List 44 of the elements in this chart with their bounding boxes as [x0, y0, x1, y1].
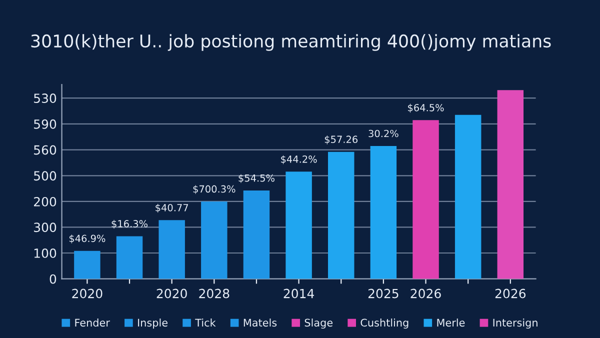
annotation: $64.5%	[408, 104, 444, 113]
bar	[412, 120, 439, 279]
x-tick-label: 2020	[72, 288, 102, 298]
text: 560	[34, 145, 56, 155]
x-tick-label: 2026	[495, 288, 526, 298]
x-tick-label: 2028	[199, 288, 230, 298]
text: 500	[34, 171, 56, 181]
bar	[370, 146, 397, 279]
x-tick-label: 2025	[368, 288, 398, 298]
x-tick-label: 2020	[156, 288, 187, 298]
text: 530	[34, 94, 56, 104]
legend-label: Matels	[244, 318, 277, 327]
bar	[158, 220, 185, 279]
x-tick-label: 2014	[284, 288, 314, 298]
bar	[116, 236, 143, 279]
text: 590	[34, 119, 56, 129]
annotation: $16.3%	[112, 220, 148, 229]
text: 300	[34, 222, 56, 232]
annotation: $57.26	[324, 136, 358, 144]
text: 0	[50, 274, 56, 284]
annotation: $40.77	[156, 204, 188, 213]
legend-label: Insple	[138, 318, 168, 329]
bar	[286, 172, 312, 279]
annotation: $44.2%	[281, 155, 317, 164]
annotation: $700.3%	[193, 185, 236, 194]
chart-title: 3010(k)ther U.. job postiong meamtiring 400()jomy matians	[31, 34, 551, 51]
bar	[497, 90, 524, 279]
bar	[243, 190, 270, 279]
legend-label: Intersign	[493, 318, 538, 329]
annotation: 30.2%	[368, 130, 398, 138]
legend-label: Tick	[195, 318, 216, 327]
legend-label: Merle	[437, 318, 465, 327]
text: 100	[34, 248, 56, 258]
bar	[328, 152, 354, 279]
annotation: $54.5%	[238, 174, 274, 184]
legend-label: Cushtling	[360, 318, 408, 329]
text: 200	[34, 196, 56, 206]
x-tick-label: 2026	[410, 288, 441, 298]
bar	[74, 250, 100, 279]
legend-label: Slage	[304, 318, 333, 329]
legend-label: Fender	[75, 318, 110, 327]
bar	[454, 114, 482, 279]
bar	[201, 201, 228, 279]
annotation: $46.9%	[69, 234, 106, 244]
